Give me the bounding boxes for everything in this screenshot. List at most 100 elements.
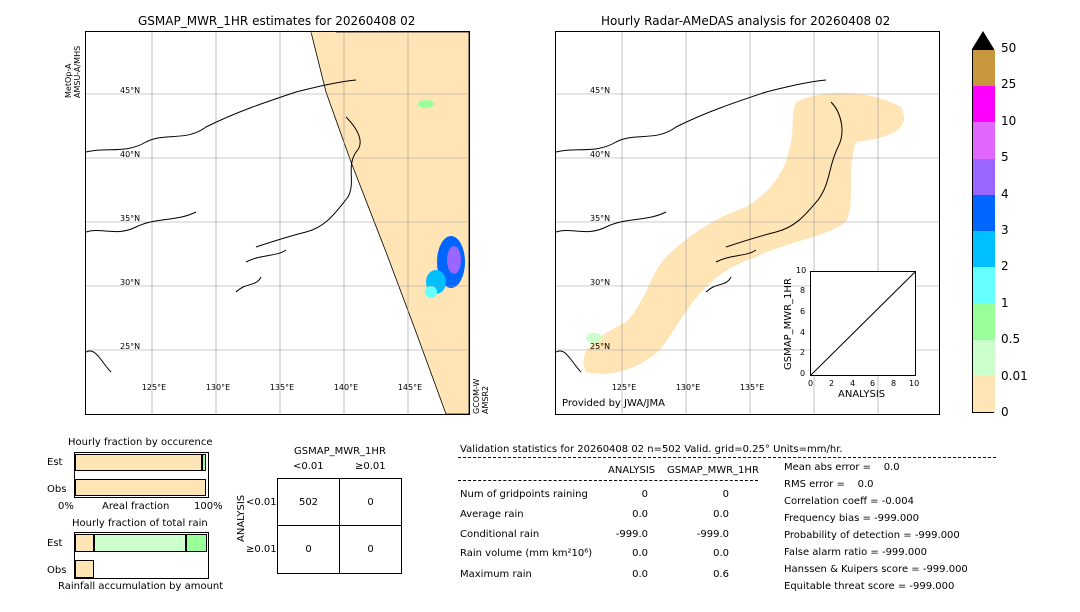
colorbar-label: 4 (1001, 186, 1009, 201)
right-lat-30: 30°N (590, 278, 611, 287)
val-row-gsmap: 0.0 (713, 509, 729, 520)
val-row-label: Num of gridpoints raining (460, 489, 588, 500)
val-row-label: Average rain (460, 509, 524, 520)
colorbar-segment (973, 231, 995, 268)
val-row-analysis: 0.0 (632, 569, 648, 580)
val-row-analysis: -999.0 (615, 529, 648, 540)
score-hk: Hanssen & Kuipers score = -999.000 (784, 564, 968, 575)
fraction-title-total: Hourly fraction of total rain (72, 518, 208, 529)
right-map-credit: Provided by JWA/JMA (562, 398, 665, 409)
left-lon-130: 130°E (205, 383, 231, 392)
right-lat-45: 45°N (590, 86, 611, 95)
validation-divider (458, 457, 996, 458)
left-map-rain-north (418, 100, 434, 108)
total-obs-bar (75, 560, 94, 578)
colorbar-label: 5 (1001, 150, 1009, 165)
colorbar-label: 2 (1001, 259, 1009, 274)
contingency-row2: ≥0.01 (246, 544, 277, 555)
validation-subdivider (458, 480, 758, 481)
right-lat-25: 25°N (590, 342, 611, 351)
contingency-cell-12: 0 (339, 478, 402, 526)
colorbar-segment (973, 158, 995, 195)
colorbar-extend-arrow (972, 31, 994, 49)
fraction-obs-label-2: Obs (47, 565, 67, 576)
val-row-analysis: 0.0 (632, 509, 648, 520)
inset-ylabel: GSMAP_MWR_1HR (783, 278, 794, 370)
left-lon-135: 135°E (269, 383, 295, 392)
colorbar-label: 0 (1001, 405, 1009, 419)
score-far: False alarm ratio = -999.000 (784, 547, 927, 558)
inset-xtick-8: 8 (891, 379, 897, 388)
fraction-title-occurrence: Hourly fraction by occurence (68, 437, 213, 448)
inset-ytick-0: 0 (800, 369, 806, 378)
left-map-swath-top (311, 32, 336, 50)
fraction-footer: Rainfall accumulation by amount (58, 581, 224, 592)
left-map-title: GSMAP_MWR_1HR estimates for 20260408 02 (138, 14, 416, 28)
colorbar-label: 50 (1001, 41, 1017, 55)
fraction-est-bar (75, 454, 202, 471)
colorbar-segment (973, 194, 995, 231)
fraction-obs-label-1: Obs (47, 484, 67, 495)
inset-ytick-10: 10 (796, 266, 807, 275)
contingency-col1: <0.01 (293, 461, 324, 472)
val-row-gsmap: 0.0 (713, 548, 729, 559)
contingency-row1: <0.01 (246, 497, 277, 508)
colorbar-label: 25 (1001, 77, 1017, 92)
colorbar-label: 1 (1001, 295, 1009, 310)
left-lat-30: 30°N (120, 278, 141, 287)
left-map-rain-light (425, 286, 437, 298)
inset-diagonal (810, 271, 916, 376)
fraction-axis-mid: Areal fraction (102, 501, 170, 512)
colorbar-segment (973, 122, 995, 159)
validation-col-gsmap: GSMAP_MWR_1HR (667, 465, 759, 476)
inset-ytick-4: 4 (800, 328, 806, 337)
contingency-cell-22: 0 (339, 525, 402, 574)
inset-ytick-6: 6 (800, 307, 806, 316)
validation-col-analysis: ANALYSIS (608, 465, 656, 476)
right-lat-40: 40°N (590, 150, 611, 159)
colorbar-segment (973, 267, 995, 304)
left-lat-25: 25°N (120, 342, 141, 351)
contingency-cell-11: 502 (277, 478, 340, 526)
fraction-obs-bar (75, 479, 206, 496)
right-lon-130: 130°E (675, 383, 701, 392)
left-lon-145: 145°E (397, 383, 423, 392)
val-row-label: Maximum rain (460, 569, 532, 580)
val-row-label: Rain volume (mm km²10⁶) (460, 548, 593, 559)
left-lat-45: 45°N (120, 86, 141, 95)
fraction-est-label-1: Est (47, 457, 63, 468)
inset-xtick-10: 10 (909, 379, 920, 388)
left-map-swath (310, 32, 469, 414)
fraction-total-axes (74, 532, 209, 579)
total-est-bar-0 (75, 534, 94, 552)
colorbar-segment (973, 50, 995, 87)
left-lat-40: 40°N (120, 150, 141, 159)
colorbar-segment (973, 339, 995, 376)
left-map-rain-peak (447, 246, 461, 274)
inset-scatter (810, 271, 916, 376)
right-map-title: Hourly Radar-AMeDAS analysis for 2026040… (601, 14, 891, 28)
inset-xtick-6: 6 (870, 379, 876, 388)
score-mae: Mean abs error = 0.0 (784, 462, 900, 473)
fraction-occurrence-axes (74, 452, 209, 498)
colorbar-segment (973, 375, 995, 412)
contingency-ylabel: ANALYSIS (236, 494, 247, 542)
inset-ytick-2: 2 (800, 348, 806, 357)
val-row-analysis: 0.0 (632, 548, 648, 559)
colorbar-label: 3 (1001, 223, 1009, 237)
right-map-analysis-area (583, 92, 904, 374)
contingency-col2: ≥0.01 (355, 461, 386, 472)
right-lon-125: 125°E (611, 383, 637, 392)
inset-ytick-8: 8 (800, 286, 806, 295)
contingency-cell-21: 0 (277, 525, 340, 574)
fraction-axis-100: 100% (194, 501, 223, 512)
validation-header: Validation statistics for 20260408 02 n=… (460, 444, 843, 455)
val-row-label: Conditional rain (460, 529, 540, 540)
inset-xtick-4: 4 (850, 379, 856, 388)
val-row-gsmap: 0 (722, 489, 729, 500)
val-row-analysis: 0 (641, 489, 648, 500)
contingency-title: GSMAP_MWR_1HR (294, 446, 386, 457)
fraction-axis-0: 0% (58, 501, 74, 512)
colorbar-label: 0.01 (1001, 368, 1028, 383)
val-row-gsmap: -999.0 (696, 529, 729, 540)
